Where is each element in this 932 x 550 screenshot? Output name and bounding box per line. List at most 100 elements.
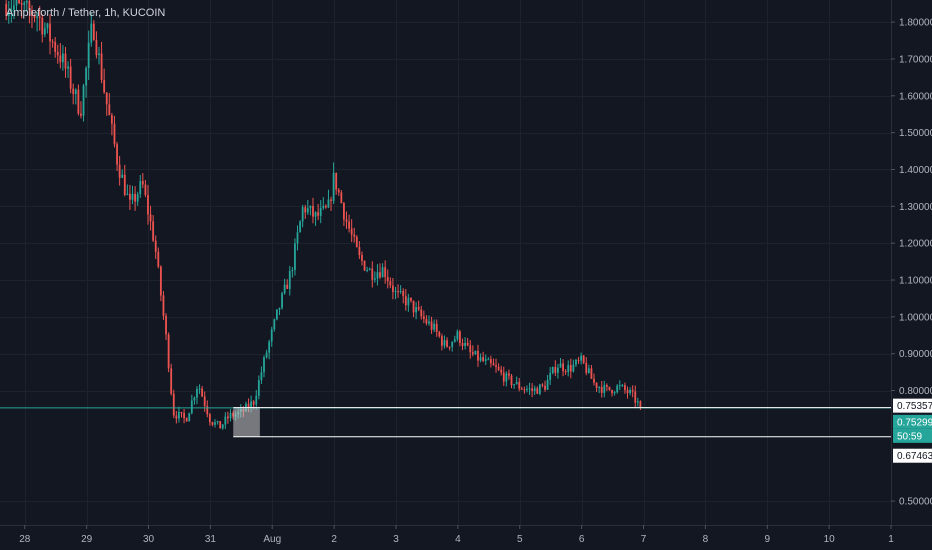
candle-body [232,412,234,417]
candle-body [546,379,549,390]
candle-body [585,362,588,373]
candle-body [461,343,464,346]
price-tick-label: 1.30000 [899,202,932,213]
candle-body [257,380,260,396]
candle-body [306,208,309,213]
price-level-tag-bg [893,398,932,413]
candle-body [18,0,20,4]
candle-body [291,269,294,272]
candle-body [456,331,459,340]
candle-body [520,388,523,390]
candle-body [392,285,394,292]
candle-body [350,228,353,235]
candle-body [118,164,121,178]
candle-body [136,194,139,202]
candle-body [31,10,33,16]
candle-body [544,385,546,390]
candle-body [98,53,100,56]
candle-body [126,193,129,195]
candle-body [5,3,8,16]
candle-body [495,365,497,367]
time-axis[interactable]: 28 29 30 31 Aug 2 3 4 5 6 7 8 9 10 1 [0,525,932,545]
candle-body [541,384,544,386]
candle-body [64,53,67,69]
time-tick-label: 1 [888,534,894,545]
symbol-title[interactable]: Ampleforth / Tether, 1h, KUCOIN [6,7,166,19]
candle-body [322,205,325,209]
candle-body [415,307,418,313]
candle-body [72,88,75,95]
candle-body [157,251,160,267]
candle-body [198,388,201,390]
candle-body [531,388,534,391]
candle-body [371,268,374,280]
candle-body [214,422,216,425]
candle-body [13,5,15,10]
candle-body [515,381,518,385]
candle-body [159,266,162,296]
candle-body [340,192,343,203]
candle-body [631,389,634,392]
candle-body [324,205,327,208]
candle-body [422,316,425,320]
candle-body [36,16,39,18]
candle-body [121,174,124,178]
candle-body [77,89,80,114]
time-tick-label: 5 [517,534,523,545]
candle-body [278,307,281,310]
candle-body [252,401,255,405]
time-tick-label: 28 [19,534,31,545]
candle-body [25,0,28,3]
time-tick-label: 31 [205,534,217,545]
candle-body [572,364,575,372]
candle-body [608,386,611,390]
time-tick-label: 29 [81,534,93,545]
candle-body [330,199,332,201]
candle-body [636,401,639,403]
candle-body [523,389,526,391]
candle-body [38,16,41,18]
candle-body [51,41,54,43]
price-tick-label: 1.70000 [899,54,932,65]
last-price-tag-bg [893,414,932,429]
candle-body [80,113,82,116]
price-tick-label: 0.80000 [899,386,932,397]
candle-body [536,388,539,394]
candle-body [312,205,314,217]
candle-body [554,366,557,373]
candle-body [54,42,57,52]
candle-body [345,219,348,222]
price-axis[interactable]: 1.80000 1.70000 1.60000 1.50000 1.40000 1.300… [891,0,932,525]
candle-body [154,240,157,252]
candle-body [56,51,59,56]
candle-body [7,11,10,16]
candle-body [147,195,149,215]
candle-body [185,418,188,422]
candle-body [167,334,170,369]
candle-body [469,345,472,353]
candle-body [294,243,296,270]
candle-body [288,271,291,289]
candle-body [587,368,590,373]
candle-body [309,205,312,209]
price-level-tag: 0.75357 [897,401,932,412]
candle-body [250,401,253,408]
candle-body [33,15,36,18]
candle-body [549,373,552,380]
candle-body [281,293,283,308]
candle-body [600,386,603,393]
candle-body [559,363,562,368]
candle-body [175,415,178,419]
candle-body [580,355,583,361]
candle-body [433,323,436,330]
time-tick-label: Aug [263,534,281,545]
candle-body [526,388,528,390]
candle-body [389,281,392,286]
time-tick-label: 4 [455,534,461,545]
candle-body [502,372,505,382]
candle-body [162,295,165,316]
highlight-box [233,407,260,437]
candle-body [358,247,361,256]
candle-body [203,396,206,406]
